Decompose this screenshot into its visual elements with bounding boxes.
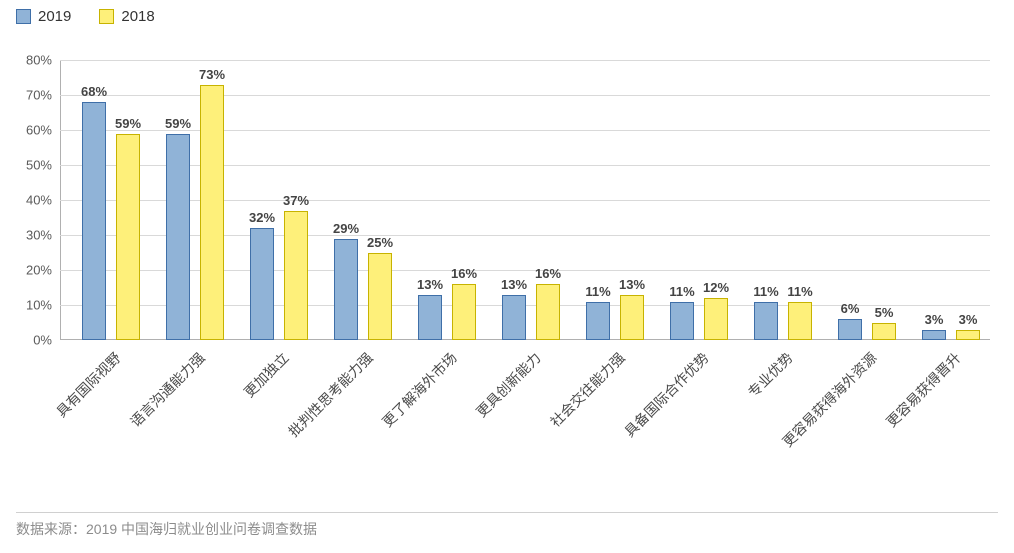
bar-value-label: 11% xyxy=(787,284,812,299)
source-divider xyxy=(16,512,998,513)
bar-2018: 5% xyxy=(872,323,896,341)
ytick-label: 50% xyxy=(26,158,60,173)
bar-2018: 16% xyxy=(452,284,476,340)
bar-value-label: 3% xyxy=(959,312,978,327)
bar-value-label: 13% xyxy=(417,277,443,292)
legend-label-2018: 2018 xyxy=(121,8,154,25)
bar-2019: 13% xyxy=(418,295,442,341)
x-category-label: 具有国际视野 xyxy=(52,348,126,422)
ytick-label: 40% xyxy=(26,193,60,208)
bar-value-label: 68% xyxy=(81,84,107,99)
source-note: 数据来源：2019 中国海归就业创业问卷调查数据 xyxy=(16,519,317,539)
ytick-label: 80% xyxy=(26,53,60,68)
bar-2019: 11% xyxy=(754,302,778,341)
x-category-label: 批判性思考能力强 xyxy=(284,348,377,441)
bar-value-label: 5% xyxy=(875,305,894,320)
bar-2018: 37% xyxy=(284,211,308,341)
bar-value-label: 12% xyxy=(703,280,729,295)
bar-2018: 73% xyxy=(200,85,224,341)
chart-root: 2019 2018 0% 10% 20% 30% 40% 50% 60% 70% 80% 68% 5… xyxy=(0,0,1014,553)
bar-2018: 16% xyxy=(536,284,560,340)
x-category-label: 更容易获得晋升 xyxy=(882,348,965,431)
plot-area: 0%10%20%30%40%50%60%70%80%68%59%59%73%32… xyxy=(60,60,990,340)
bar-2019: 13% xyxy=(502,295,526,341)
ytick-label: 70% xyxy=(26,88,60,103)
bar-value-label: 3% xyxy=(925,312,944,327)
bar-2018: 25% xyxy=(368,253,392,341)
bar-value-label: 11% xyxy=(753,284,778,299)
bar-value-label: 13% xyxy=(501,277,527,292)
bar-group: 11% 13% xyxy=(586,60,644,340)
bar-2019: 11% xyxy=(586,302,610,341)
legend-item-2019: 2019 xyxy=(16,8,71,25)
x-category-label: 具备国际合作优势 xyxy=(620,348,713,441)
bar-group: 13% 16% xyxy=(418,60,476,340)
bar-value-label: 11% xyxy=(669,284,694,299)
bar-value-label: 16% xyxy=(535,266,561,281)
bar-group: 6% 5% xyxy=(838,60,896,340)
legend-swatch-2018 xyxy=(99,9,114,24)
legend-item-2018: 2018 xyxy=(99,8,154,25)
bar-2018: 12% xyxy=(704,298,728,340)
bar-group: 29% 25% xyxy=(334,60,392,340)
bar-value-label: 37% xyxy=(283,193,309,208)
x-category-label: 更加独立 xyxy=(239,348,293,402)
bar-group: 13% 16% xyxy=(502,60,560,340)
bar-value-label: 25% xyxy=(367,235,393,250)
bar-value-label: 32% xyxy=(249,210,275,225)
bar-group: 32% 37% xyxy=(250,60,308,340)
bar-value-label: 59% xyxy=(115,116,141,131)
bar-value-label: 16% xyxy=(451,266,477,281)
ytick-label: 30% xyxy=(26,228,60,243)
legend-swatch-2019 xyxy=(16,9,31,24)
bar-2018: 13% xyxy=(620,295,644,341)
bar-2019: 59% xyxy=(166,134,190,341)
legend: 2019 2018 xyxy=(16,8,155,25)
bar-value-label: 29% xyxy=(333,221,359,236)
ytick-label: 60% xyxy=(26,123,60,138)
bar-group: 3% 3% xyxy=(922,60,980,340)
ytick-label: 0% xyxy=(33,333,60,348)
bar-2019: 68% xyxy=(82,102,106,340)
bar-value-label: 73% xyxy=(199,67,225,82)
bar-group: 11% 11% xyxy=(754,60,812,340)
x-category-label: 更了解海外市场 xyxy=(378,348,461,431)
bar-2019: 11% xyxy=(670,302,694,341)
bar-value-label: 11% xyxy=(585,284,610,299)
bar-group: 59% 73% xyxy=(166,60,224,340)
bar-group: 68% 59% xyxy=(82,60,140,340)
bar-value-label: 6% xyxy=(841,301,860,316)
bar-2018: 59% xyxy=(116,134,140,341)
ytick-label: 10% xyxy=(26,298,60,313)
x-category-label: 更具创新能力 xyxy=(472,348,546,422)
bar-2019: 29% xyxy=(334,239,358,341)
x-category-label: 专业优势 xyxy=(743,348,797,402)
bar-value-label: 59% xyxy=(165,116,191,131)
bar-2018: 3% xyxy=(956,330,980,341)
bar-2019: 3% xyxy=(922,330,946,341)
ytick-label: 20% xyxy=(26,263,60,278)
legend-label-2019: 2019 xyxy=(38,8,71,25)
bar-group: 11% 12% xyxy=(670,60,728,340)
x-labels: 具有国际视野语言沟通能力强更加独立批判性思考能力强更了解海外市场更具创新能力社会… xyxy=(60,348,990,498)
bar-value-label: 13% xyxy=(619,277,645,292)
x-category-label: 社会交往能力强 xyxy=(546,348,629,431)
bar-2019: 32% xyxy=(250,228,274,340)
bar-2018: 11% xyxy=(788,302,812,341)
bar-2019: 6% xyxy=(838,319,862,340)
x-category-label: 语言沟通能力强 xyxy=(126,348,209,431)
